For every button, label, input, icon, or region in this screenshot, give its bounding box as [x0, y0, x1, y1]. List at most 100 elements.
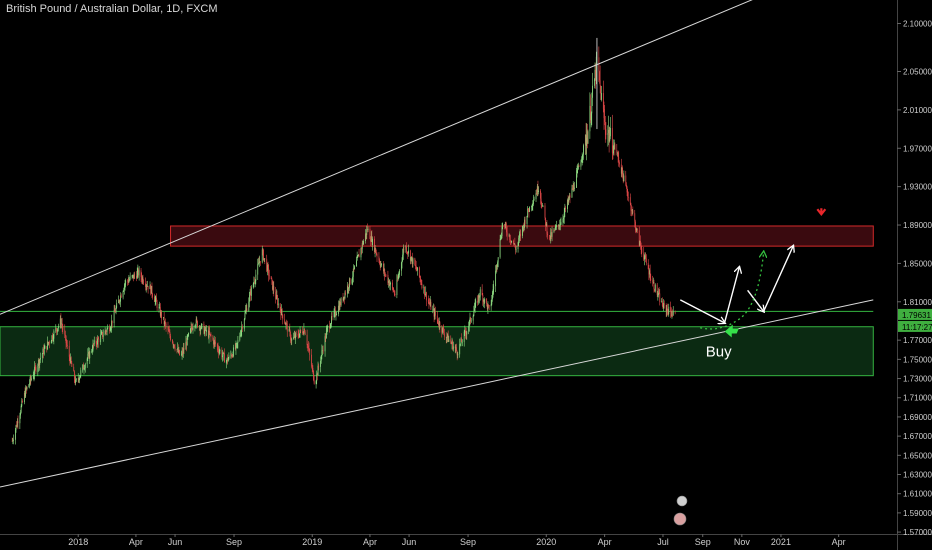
candle-body: [361, 248, 363, 249]
candle-body: [477, 300, 479, 303]
candle-body: [365, 233, 366, 241]
candle-body: [20, 405, 22, 413]
candle-body: [47, 341, 48, 350]
candle-body: [504, 223, 506, 226]
candle-body: [366, 229, 368, 231]
candle-body: [466, 331, 468, 335]
candle-body: [136, 275, 137, 279]
candle-body: [263, 250, 264, 260]
candle-body: [185, 341, 187, 350]
candle-body: [321, 350, 323, 356]
candle-body: [200, 328, 202, 331]
candle-body: [322, 350, 324, 352]
candle-body: [384, 274, 386, 276]
candle-body: [599, 71, 600, 81]
candle-body: [374, 238, 375, 252]
candle-body: [174, 347, 176, 350]
y-tick-label: 1.89000: [903, 221, 932, 230]
candle-body: [513, 243, 515, 245]
candle-body: [114, 310, 116, 313]
candle-body: [424, 294, 426, 296]
candle-body: [177, 348, 179, 353]
candle-body: [356, 260, 357, 267]
candle-body: [17, 421, 19, 424]
candle-body: [270, 276, 272, 279]
candle-body: [532, 204, 534, 205]
candle-body: [407, 252, 409, 254]
candle-body: [604, 118, 606, 123]
candle-body: [257, 263, 259, 275]
candle-body: [602, 93, 604, 110]
candle-body: [134, 274, 136, 276]
candle-body: [147, 285, 149, 290]
candle-body: [674, 311, 676, 313]
candle-body: [74, 378, 76, 383]
candle-body: [447, 334, 449, 342]
candle-body: [663, 303, 665, 306]
candle-body: [496, 265, 498, 267]
candle-body: [259, 261, 261, 263]
candle-body: [132, 274, 134, 279]
dotted-projection: [700, 252, 763, 330]
candle-body: [524, 219, 526, 224]
candle-body: [168, 331, 170, 333]
candle-body: [92, 343, 94, 351]
candle-body: [110, 327, 112, 331]
candle-body: [306, 334, 308, 346]
candle-body: [616, 149, 618, 153]
candle-body: [654, 289, 656, 292]
projection-arrow: [679, 299, 724, 323]
candle-body: [60, 318, 62, 325]
candle-body: [149, 285, 151, 290]
candle-body: [73, 366, 75, 372]
candle-body: [621, 167, 623, 174]
candle-body: [43, 348, 44, 355]
candle-body: [665, 305, 667, 312]
candle-body: [263, 258, 265, 260]
candle-body: [342, 298, 344, 301]
candle-body: [31, 378, 32, 380]
candle-body: [281, 309, 283, 315]
candle-body: [488, 305, 490, 307]
candle-body: [544, 205, 546, 218]
candle-body: [11, 440, 13, 442]
candle-body: [120, 295, 121, 302]
candle-body: [419, 276, 421, 279]
candle-body: [285, 323, 287, 325]
candle-body: [64, 329, 66, 335]
candle-body: [546, 223, 548, 234]
candle-body: [369, 228, 371, 240]
candle-body: [608, 129, 610, 141]
candle-body: [289, 329, 291, 332]
candle-body: [406, 251, 408, 253]
candle-body: [89, 351, 91, 359]
candle-body: [210, 334, 212, 337]
candle-body: [601, 93, 602, 100]
candle-body: [225, 361, 227, 363]
candle-body: [222, 352, 224, 356]
candle-body: [662, 306, 664, 309]
candle-body: [518, 237, 520, 243]
candle-body: [402, 254, 404, 261]
candle-body: [581, 159, 582, 163]
y-tick-label: 2.10000: [903, 20, 932, 29]
candle-body: [70, 357, 72, 363]
candle-body: [302, 331, 304, 334]
candle-body: [450, 342, 452, 344]
x-tick-label: 2019: [302, 537, 322, 547]
zone-layer: [0, 225, 874, 377]
candle-body: [391, 282, 393, 288]
candle-body: [388, 280, 389, 283]
candle-body: [644, 255, 646, 258]
candle-body: [487, 305, 489, 310]
candle-body: [61, 323, 62, 325]
candle-body: [28, 384, 30, 388]
candle-body: [339, 301, 341, 310]
candle-body: [545, 217, 547, 226]
candle-body: [609, 127, 611, 137]
candle-body: [302, 333, 304, 334]
candle-body: [206, 330, 207, 332]
candle-body: [78, 378, 80, 381]
candle-body: [559, 224, 561, 226]
